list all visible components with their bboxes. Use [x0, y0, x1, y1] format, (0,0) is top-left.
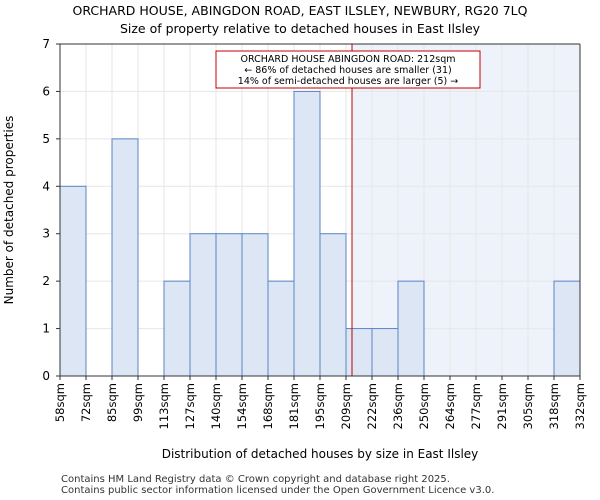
- bar: [293, 90, 321, 377]
- bar: [111, 138, 139, 377]
- x-tick-label: 318sqm: [547, 383, 561, 429]
- x-tick-label: 332sqm: [573, 383, 587, 429]
- annotation-line-2: ← 86% of detached houses are smaller (31…: [244, 65, 451, 76]
- footer-line-1: Contains HM Land Registry data © Crown c…: [61, 474, 450, 485]
- x-tick-label: 58sqm: [53, 383, 67, 422]
- x-tick-label: 127sqm: [183, 383, 197, 429]
- x-tick-label: 250sqm: [417, 383, 431, 429]
- x-tick-label: 277sqm: [469, 383, 483, 429]
- chart-subtitle: Size of property relative to detached ho…: [119, 21, 481, 36]
- bar: [397, 280, 425, 377]
- chart-title: ORCHARD HOUSE, ABINGDON ROAD, EAST ILSLE…: [72, 3, 528, 18]
- y-tick-label: 4: [42, 179, 50, 193]
- x-tick-label: 209sqm: [339, 383, 353, 429]
- bar: [319, 233, 347, 377]
- larger-region-highlight: [352, 44, 580, 376]
- x-tick-label: 222sqm: [365, 383, 379, 429]
- y-tick-label: 1: [42, 322, 50, 336]
- x-axis-ticks: 58sqm 72sqm 85sqm 99sqm 113sqm 127sqm 140sqm 15…: [53, 376, 587, 429]
- y-tick-label: 2: [42, 274, 50, 288]
- x-tick-label: 236sqm: [391, 383, 405, 429]
- bar: [345, 328, 373, 377]
- y-axis-ticks: 0 1 2 3 4 5 6 7: [42, 37, 60, 383]
- x-tick-label: 99sqm: [131, 383, 145, 422]
- bar: [163, 280, 191, 377]
- bar: [215, 233, 243, 377]
- x-axis-label: Distribution of detached houses by size …: [162, 447, 479, 461]
- bar: [59, 185, 87, 377]
- bar: [371, 328, 399, 377]
- annotation-line-1: ORCHARD HOUSE ABINGDON ROAD: 212sqm: [241, 54, 456, 65]
- y-axis-label: Number of detached properties: [2, 116, 16, 305]
- annotation-border: [215, 50, 481, 89]
- x-tick-label: 291sqm: [495, 383, 509, 429]
- bar: [241, 233, 269, 377]
- x-tick-label: 168sqm: [261, 383, 275, 429]
- annotation-box: ORCHARD HOUSE ABINGDON ROAD: 212sqm ← 86…: [215, 50, 481, 89]
- bar: [553, 280, 581, 377]
- x-tick-label: 195sqm: [313, 383, 327, 429]
- x-tick-label: 264sqm: [443, 383, 457, 429]
- bar: [267, 280, 295, 377]
- y-tick-label: 3: [42, 227, 50, 241]
- x-tick-label: 72sqm: [79, 383, 93, 422]
- bar: [189, 233, 217, 377]
- y-tick-label: 6: [42, 84, 50, 98]
- bars: [59, 90, 581, 377]
- x-tick-label: 154sqm: [235, 383, 249, 429]
- y-tick-label: 5: [42, 132, 50, 146]
- x-tick-label: 305sqm: [521, 383, 535, 429]
- y-tick-label: 0: [42, 369, 50, 383]
- annotation-line-3: 14% of semi-detached houses are larger (…: [238, 76, 458, 87]
- x-tick-label: 140sqm: [209, 383, 223, 429]
- x-tick-label: 113sqm: [157, 383, 171, 429]
- y-tick-label: 7: [42, 37, 50, 51]
- footer-line-2: Contains public sector information licen…: [61, 485, 495, 496]
- x-tick-label: 181sqm: [287, 383, 301, 429]
- x-tick-label: 85sqm: [105, 383, 119, 422]
